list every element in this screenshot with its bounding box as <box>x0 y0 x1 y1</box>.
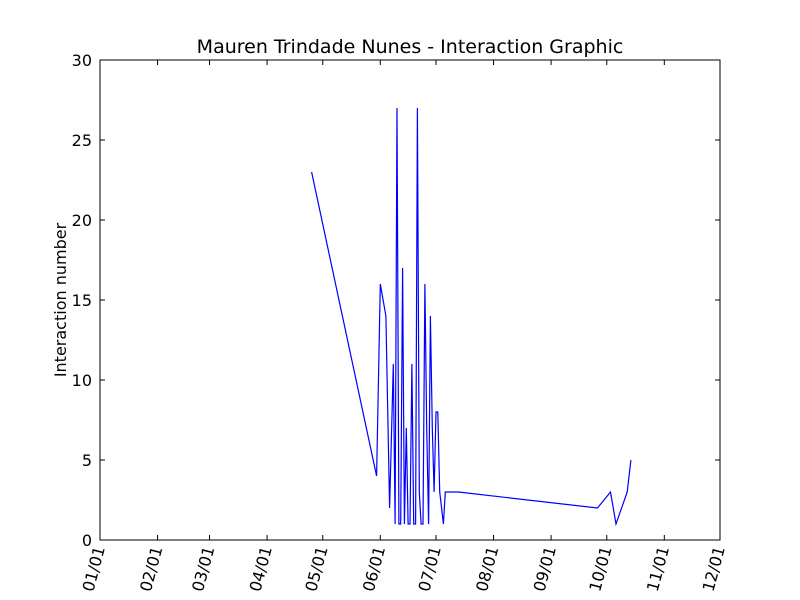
x-tick-label: 02/01 <box>136 544 166 593</box>
x-tick-label: 08/01 <box>472 544 502 593</box>
x-tick-label: 11/01 <box>643 544 673 593</box>
series-line <box>311 107 632 527</box>
y-tick-label: 10 <box>72 371 92 390</box>
x-tick-label: 05/01 <box>301 544 331 593</box>
x-tick-label: 10/01 <box>585 544 615 593</box>
y-tick-label: 5 <box>82 451 92 470</box>
x-tick-label: 01/01 <box>79 544 109 593</box>
x-tick-label: 07/01 <box>415 544 445 593</box>
x-tick-label: 06/01 <box>359 544 389 593</box>
x-tick-label: 04/01 <box>246 544 276 593</box>
plot-frame <box>99 59 721 541</box>
y-tick-label: 20 <box>72 211 92 230</box>
x-tick-label: 09/01 <box>530 544 560 593</box>
y-tick-label: 25 <box>72 131 92 150</box>
y-tick-label: 30 <box>72 51 92 70</box>
y-tick-label: 0 <box>82 531 92 550</box>
chart-title: Mauren Trindade Nunes - Interaction Grap… <box>197 36 624 58</box>
x-tick-label: 12/01 <box>699 544 729 593</box>
x-tick-label: 03/01 <box>188 544 218 593</box>
y-tick-label: 15 <box>72 291 92 310</box>
y-axis-label: Interaction number <box>51 222 70 377</box>
plot-area <box>311 107 632 527</box>
